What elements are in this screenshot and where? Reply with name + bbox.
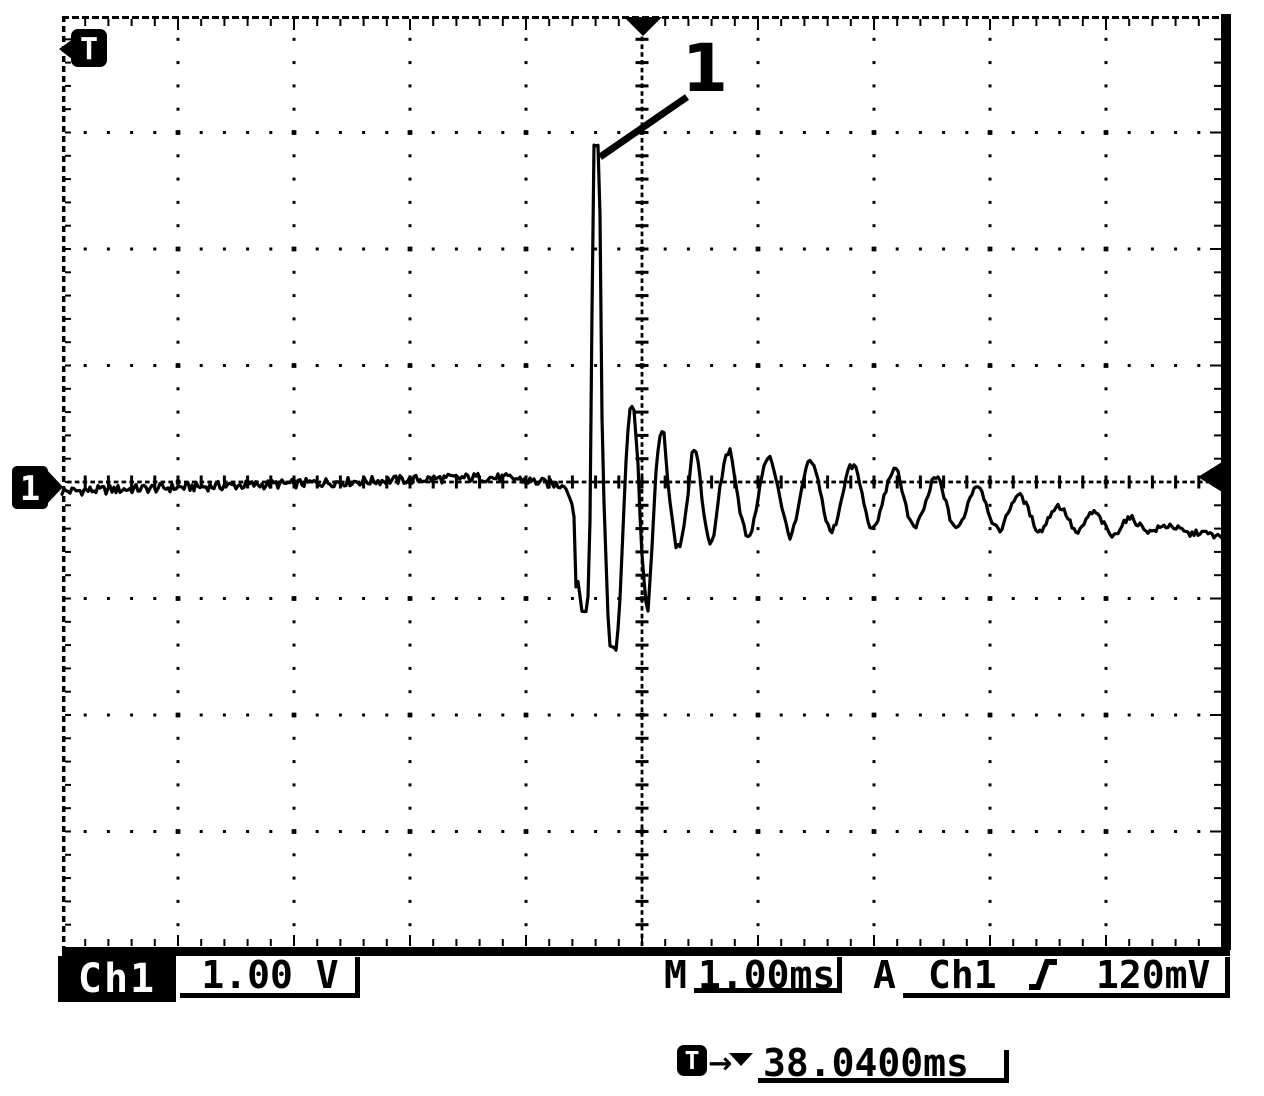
trigger-level-icon bbox=[1198, 462, 1222, 492]
trigger-readout-bracket bbox=[903, 957, 1230, 998]
channel1-marker-label: 1 bbox=[20, 469, 40, 509]
waveform-annotation-label: 1 bbox=[682, 30, 728, 107]
timebase-readout-bracket bbox=[694, 957, 842, 993]
channel1-ground-marker: 1 bbox=[12, 466, 63, 509]
trigger-delay-bracket bbox=[758, 1050, 1009, 1083]
channel1-readout-badge: Ch1 bbox=[58, 956, 176, 1002]
trigger-prefix: A bbox=[873, 953, 896, 997]
timebase-readout: 1.00ms bbox=[698, 953, 836, 997]
trigger-corner-icon: T bbox=[59, 29, 107, 68]
trigger-level-readout: 120mV bbox=[1096, 953, 1211, 997]
channel1-readout-bracket bbox=[180, 957, 360, 998]
ch1-waveform-trace bbox=[60, 143, 1224, 652]
trigger-corner-icon-label: T bbox=[80, 33, 98, 68]
trigger-position-icon bbox=[624, 17, 662, 36]
down-triangle-icon bbox=[729, 1053, 753, 1066]
trigger-delay-readout: 38.0400ms bbox=[763, 1041, 969, 1085]
right-arrow-icon: → bbox=[708, 1046, 733, 1080]
annotation-callout-line bbox=[598, 94, 689, 160]
trigger-source-readout: Ch1 bbox=[928, 953, 997, 997]
channel1-scale-readout: 1.00 V bbox=[201, 953, 339, 997]
delay-trigger-icon: T bbox=[677, 1045, 707, 1076]
timebase-prefix: M bbox=[664, 953, 687, 997]
rising-edge-icon bbox=[1029, 959, 1057, 990]
